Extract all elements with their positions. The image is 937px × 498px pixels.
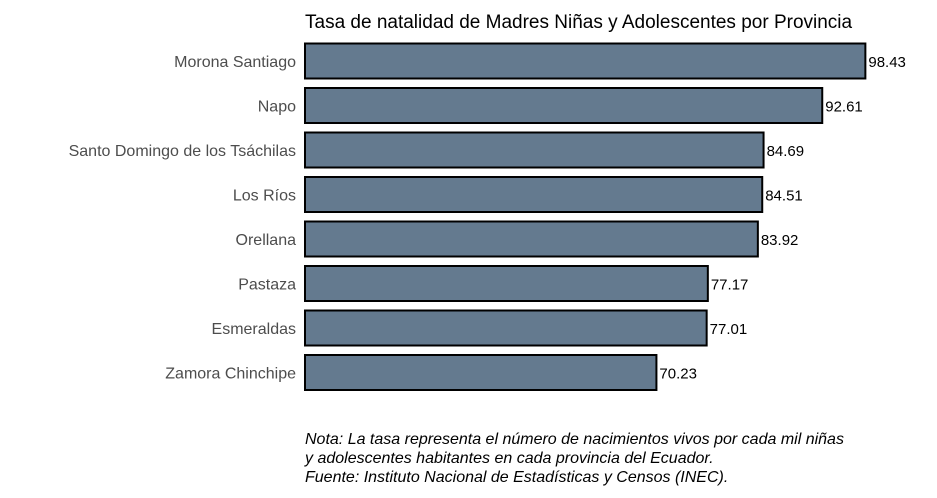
bar-7 (304, 354, 658, 391)
bar-2 (304, 131, 765, 169)
value-label-1: 92.61 (825, 99, 863, 116)
category-label-5: Pastaza (238, 277, 296, 294)
bar-0 (304, 42, 867, 80)
category-label-2: Santo Domingo de los Tsáchilas (69, 143, 296, 160)
bar-3 (304, 176, 764, 213)
category-label-6: Esmeraldas (212, 321, 296, 338)
bar-chart: Tasa de natalidad de Madres Niñas y Adol… (69, 12, 906, 391)
value-label-7: 70.23 (659, 366, 697, 383)
value-label-3: 84.51 (765, 188, 803, 205)
category-label-7: Zamora Chinchipe (165, 366, 296, 383)
value-label-2: 84.69 (767, 143, 805, 160)
value-label-6: 77.01 (710, 321, 748, 338)
caption-line-note-cont: y adolescentes habitantes en cada provin… (305, 450, 714, 467)
bar-6 (304, 309, 708, 347)
chart-title: Tasa de natalidad de Madres Niñas y Adol… (305, 12, 853, 33)
bar-5 (304, 265, 709, 302)
value-label-5: 77.17 (711, 277, 749, 294)
category-label-4: Orellana (236, 232, 297, 249)
chart-caption: Nota: La tasa representa el número de na… (305, 430, 930, 487)
value-label-0: 98.43 (868, 54, 906, 71)
category-label-0: Morona Santiago (174, 54, 296, 71)
value-label-4: 83.92 (761, 232, 799, 249)
caption-line-source: Fuente: Instituto Nacional de Estadístic… (305, 469, 729, 486)
category-label-3: Los Ríos (233, 188, 296, 205)
caption-line-note: Nota: La tasa representa el número de na… (305, 431, 844, 448)
bar-1 (304, 87, 824, 124)
bars-group: Morona Santiago 98.43 Napo 92.61 Santo Domin… (69, 42, 906, 391)
category-label-1: Napo (258, 99, 296, 116)
bar-4 (304, 220, 759, 258)
